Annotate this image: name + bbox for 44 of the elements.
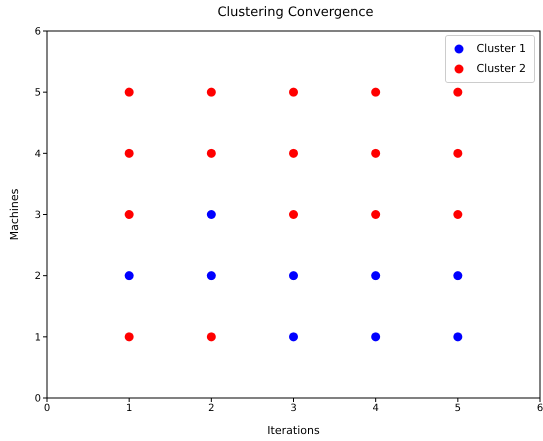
x-tick-label: 2 [208, 403, 215, 414]
y-tick-label: 1 [34, 332, 41, 344]
y-tick-label: 5 [34, 88, 41, 99]
y-tick-label: 2 [34, 271, 41, 282]
y-tick-label: 0 [34, 394, 41, 405]
point [124, 210, 134, 219]
x-axis-title: Iterations [267, 424, 320, 437]
x-tick-label: 0 [44, 403, 50, 414]
point [206, 271, 216, 280]
point [206, 332, 216, 342]
y-tick-label: 4 [34, 148, 41, 160]
point [289, 210, 298, 219]
point [371, 210, 380, 219]
y-axis-title: Machines [8, 188, 21, 240]
point [371, 271, 380, 280]
point [124, 332, 134, 342]
y-tick-label: 3 [34, 210, 41, 222]
chart-title: Clustering Convergence [216, 5, 375, 20]
point [206, 148, 216, 158]
point [453, 210, 462, 219]
point [289, 332, 298, 342]
y-tick-label: 6 [34, 26, 41, 38]
point [289, 88, 298, 97]
point [453, 271, 462, 280]
point [289, 148, 298, 158]
x-tick-label: 6 [536, 403, 543, 414]
x-tick-label: 5 [454, 403, 462, 414]
point [124, 148, 134, 158]
point [371, 88, 380, 97]
point [206, 210, 216, 219]
x-tick-label: 4 [372, 403, 379, 414]
point [206, 88, 216, 97]
x-tick-label: 1 [126, 403, 132, 414]
point [124, 271, 134, 280]
legend-label: Cluster 1 [476, 41, 526, 57]
point [289, 271, 298, 280]
point [453, 148, 462, 158]
point [371, 148, 380, 158]
point [371, 332, 380, 342]
x-tick-label: 3 [290, 403, 297, 414]
point [124, 88, 134, 97]
point [453, 88, 462, 97]
legend-label: Cluster 2 [476, 61, 526, 77]
point [453, 332, 462, 342]
